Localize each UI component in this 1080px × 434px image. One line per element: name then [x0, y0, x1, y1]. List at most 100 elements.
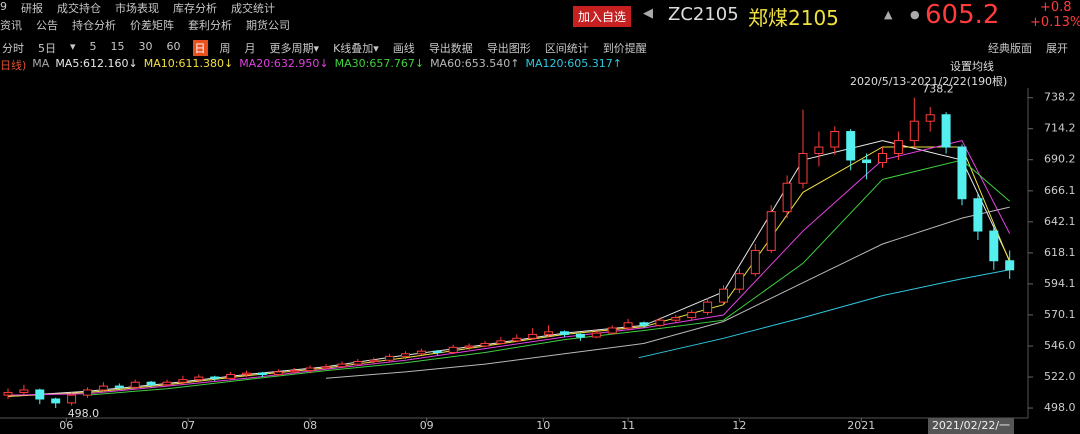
toolbar-item[interactable]: 15 — [110, 40, 125, 53]
candle-body — [846, 131, 856, 161]
extreme-label: 738.2 — [922, 83, 954, 96]
prev-button[interactable]: ◀ — [643, 6, 653, 21]
candle-body — [35, 389, 45, 400]
toolbar-item[interactable]: 分时 — [2, 42, 24, 55]
menu-item[interactable]: 研报 — [21, 2, 43, 15]
toolbar-item[interactable]: 到价提醒 — [602, 42, 647, 55]
candle-body — [67, 394, 77, 404]
menu-item[interactable]: 价差矩阵 — [130, 19, 174, 32]
candle-body — [512, 337, 522, 342]
candle-body — [655, 319, 665, 326]
menu-item[interactable]: 公告 — [36, 19, 58, 32]
y-tick-label: 738.2 — [1044, 91, 1076, 104]
candle-body — [369, 359, 379, 363]
x-tick-label: 09 — [420, 419, 434, 432]
candle-body — [893, 140, 903, 155]
menu-row: 资讯 公告 持仓分析 价差矩阵 套利分析 期货公司 — [0, 17, 304, 33]
contract-name: 郑煤2105 — [748, 6, 839, 30]
menu-item[interactable]: 9 — [0, 0, 7, 13]
toolbar-item[interactable]: ▾ — [70, 40, 76, 53]
toolbar-item[interactable]: 导出数据 — [428, 42, 473, 55]
candle-body — [226, 373, 236, 379]
toolbar-item[interactable]: 展开 — [1046, 42, 1068, 55]
toolbar-item[interactable]: 导出图形 — [486, 42, 531, 55]
candle-body — [1005, 260, 1015, 271]
candle-body — [575, 333, 585, 338]
candle-body — [210, 376, 220, 379]
ma-line — [325, 206, 1010, 379]
candle-body — [798, 153, 808, 184]
x-tick-label: 06 — [59, 419, 73, 432]
ma-legend: 日线) MA MA5:612.160↓ MA10:611.380↓ MA20:632.9… — [0, 57, 628, 73]
candle-body — [925, 114, 935, 122]
extreme-label: 498.0 — [68, 407, 100, 420]
toolbar: 分时 5日 ▾ 5 15 30 60 日周月更多周期▾ K线叠加▾ 画线 导出数据 导出图形 区间统计到… — [0, 40, 659, 56]
candle-body — [337, 363, 347, 368]
toolbar-item[interactable]: 月 — [244, 42, 256, 55]
candle-body — [162, 381, 172, 386]
dot-button[interactable]: ● — [910, 8, 920, 21]
candle-body — [941, 114, 951, 148]
candle-body — [242, 372, 251, 375]
candle-body — [83, 389, 92, 396]
legend-entry: MA5:612.160↓ — [55, 57, 138, 70]
candle-body — [639, 322, 649, 326]
menu-item[interactable]: 持仓分析 — [72, 19, 116, 32]
candle-body — [862, 159, 872, 164]
candle-body — [353, 361, 363, 365]
x-tick-label: 2021 — [847, 419, 875, 432]
candle-body — [703, 301, 713, 313]
ma-line — [87, 159, 1011, 396]
up-button[interactable]: ▲ — [884, 8, 893, 21]
toolbar-item[interactable]: 日 — [192, 40, 208, 56]
candle-body — [989, 230, 999, 262]
legend-entry: MA20:632.950↓ — [239, 57, 329, 70]
toolbar-item[interactable]: 30 — [138, 40, 153, 53]
toolbar-item[interactable]: 60 — [166, 40, 181, 53]
candle-body — [734, 273, 744, 290]
menu-item[interactable]: 成交统计 — [231, 2, 275, 15]
ma-line — [7, 140, 1011, 396]
candle-body — [782, 182, 792, 213]
ma-line — [7, 146, 1011, 397]
set-ma-button[interactable]: 设置均线 — [950, 60, 994, 73]
candle-body — [448, 346, 458, 353]
ma-line — [638, 269, 1010, 359]
toolbar-item[interactable]: K线叠加▾ — [333, 42, 379, 55]
toolbar-item[interactable]: 5 — [89, 40, 97, 53]
candle-body — [305, 367, 315, 372]
menu-item[interactable]: 成交持仓 — [57, 2, 101, 15]
period-label: 日线) — [0, 59, 27, 72]
toolbar-right: 经典版面 展开 — [988, 40, 1080, 56]
cursor-date: 2021/02/22/一 — [932, 419, 1010, 432]
candle-body — [671, 317, 681, 321]
candle-body — [385, 355, 395, 361]
toolbar-item[interactable]: 区间统计 — [544, 42, 589, 55]
legend-entry: MA30:657.767↓ — [334, 57, 425, 70]
ma-label: MA — [32, 57, 50, 70]
candle-body — [289, 370, 299, 373]
toolbar-item[interactable]: 更多周期▾ — [269, 42, 320, 55]
menu-item[interactable]: 市场表现 — [115, 2, 159, 15]
candle-body — [750, 249, 760, 275]
menu-item[interactable]: 库存分析 — [173, 2, 217, 15]
menu-item[interactable]: 期货公司 — [246, 19, 290, 32]
y-tick-label: 642.1 — [1044, 215, 1076, 228]
y-tick-label: 666.1 — [1044, 184, 1076, 197]
toolbar-item[interactable]: 周 — [219, 42, 231, 55]
candle-body — [146, 381, 156, 386]
candle-body — [719, 288, 728, 303]
y-tick-label: 714.2 — [1044, 122, 1076, 135]
menu-item[interactable]: 套利分析 — [188, 19, 232, 32]
ma-line — [7, 140, 1011, 397]
menu-item[interactable]: 资讯 — [0, 19, 22, 32]
toolbar-item[interactable]: 画线 — [392, 42, 415, 55]
toolbar-item[interactable]: 5日 — [38, 42, 56, 55]
y-tick-label: 690.2 — [1044, 153, 1076, 166]
candle-body — [830, 131, 840, 148]
price-change-pct: +0.13% — [1030, 15, 1080, 30]
candle-body — [321, 366, 331, 369]
add-watch-button[interactable]: 加入自选 — [573, 6, 632, 27]
toolbar-item[interactable]: 经典版面 — [988, 42, 1032, 55]
